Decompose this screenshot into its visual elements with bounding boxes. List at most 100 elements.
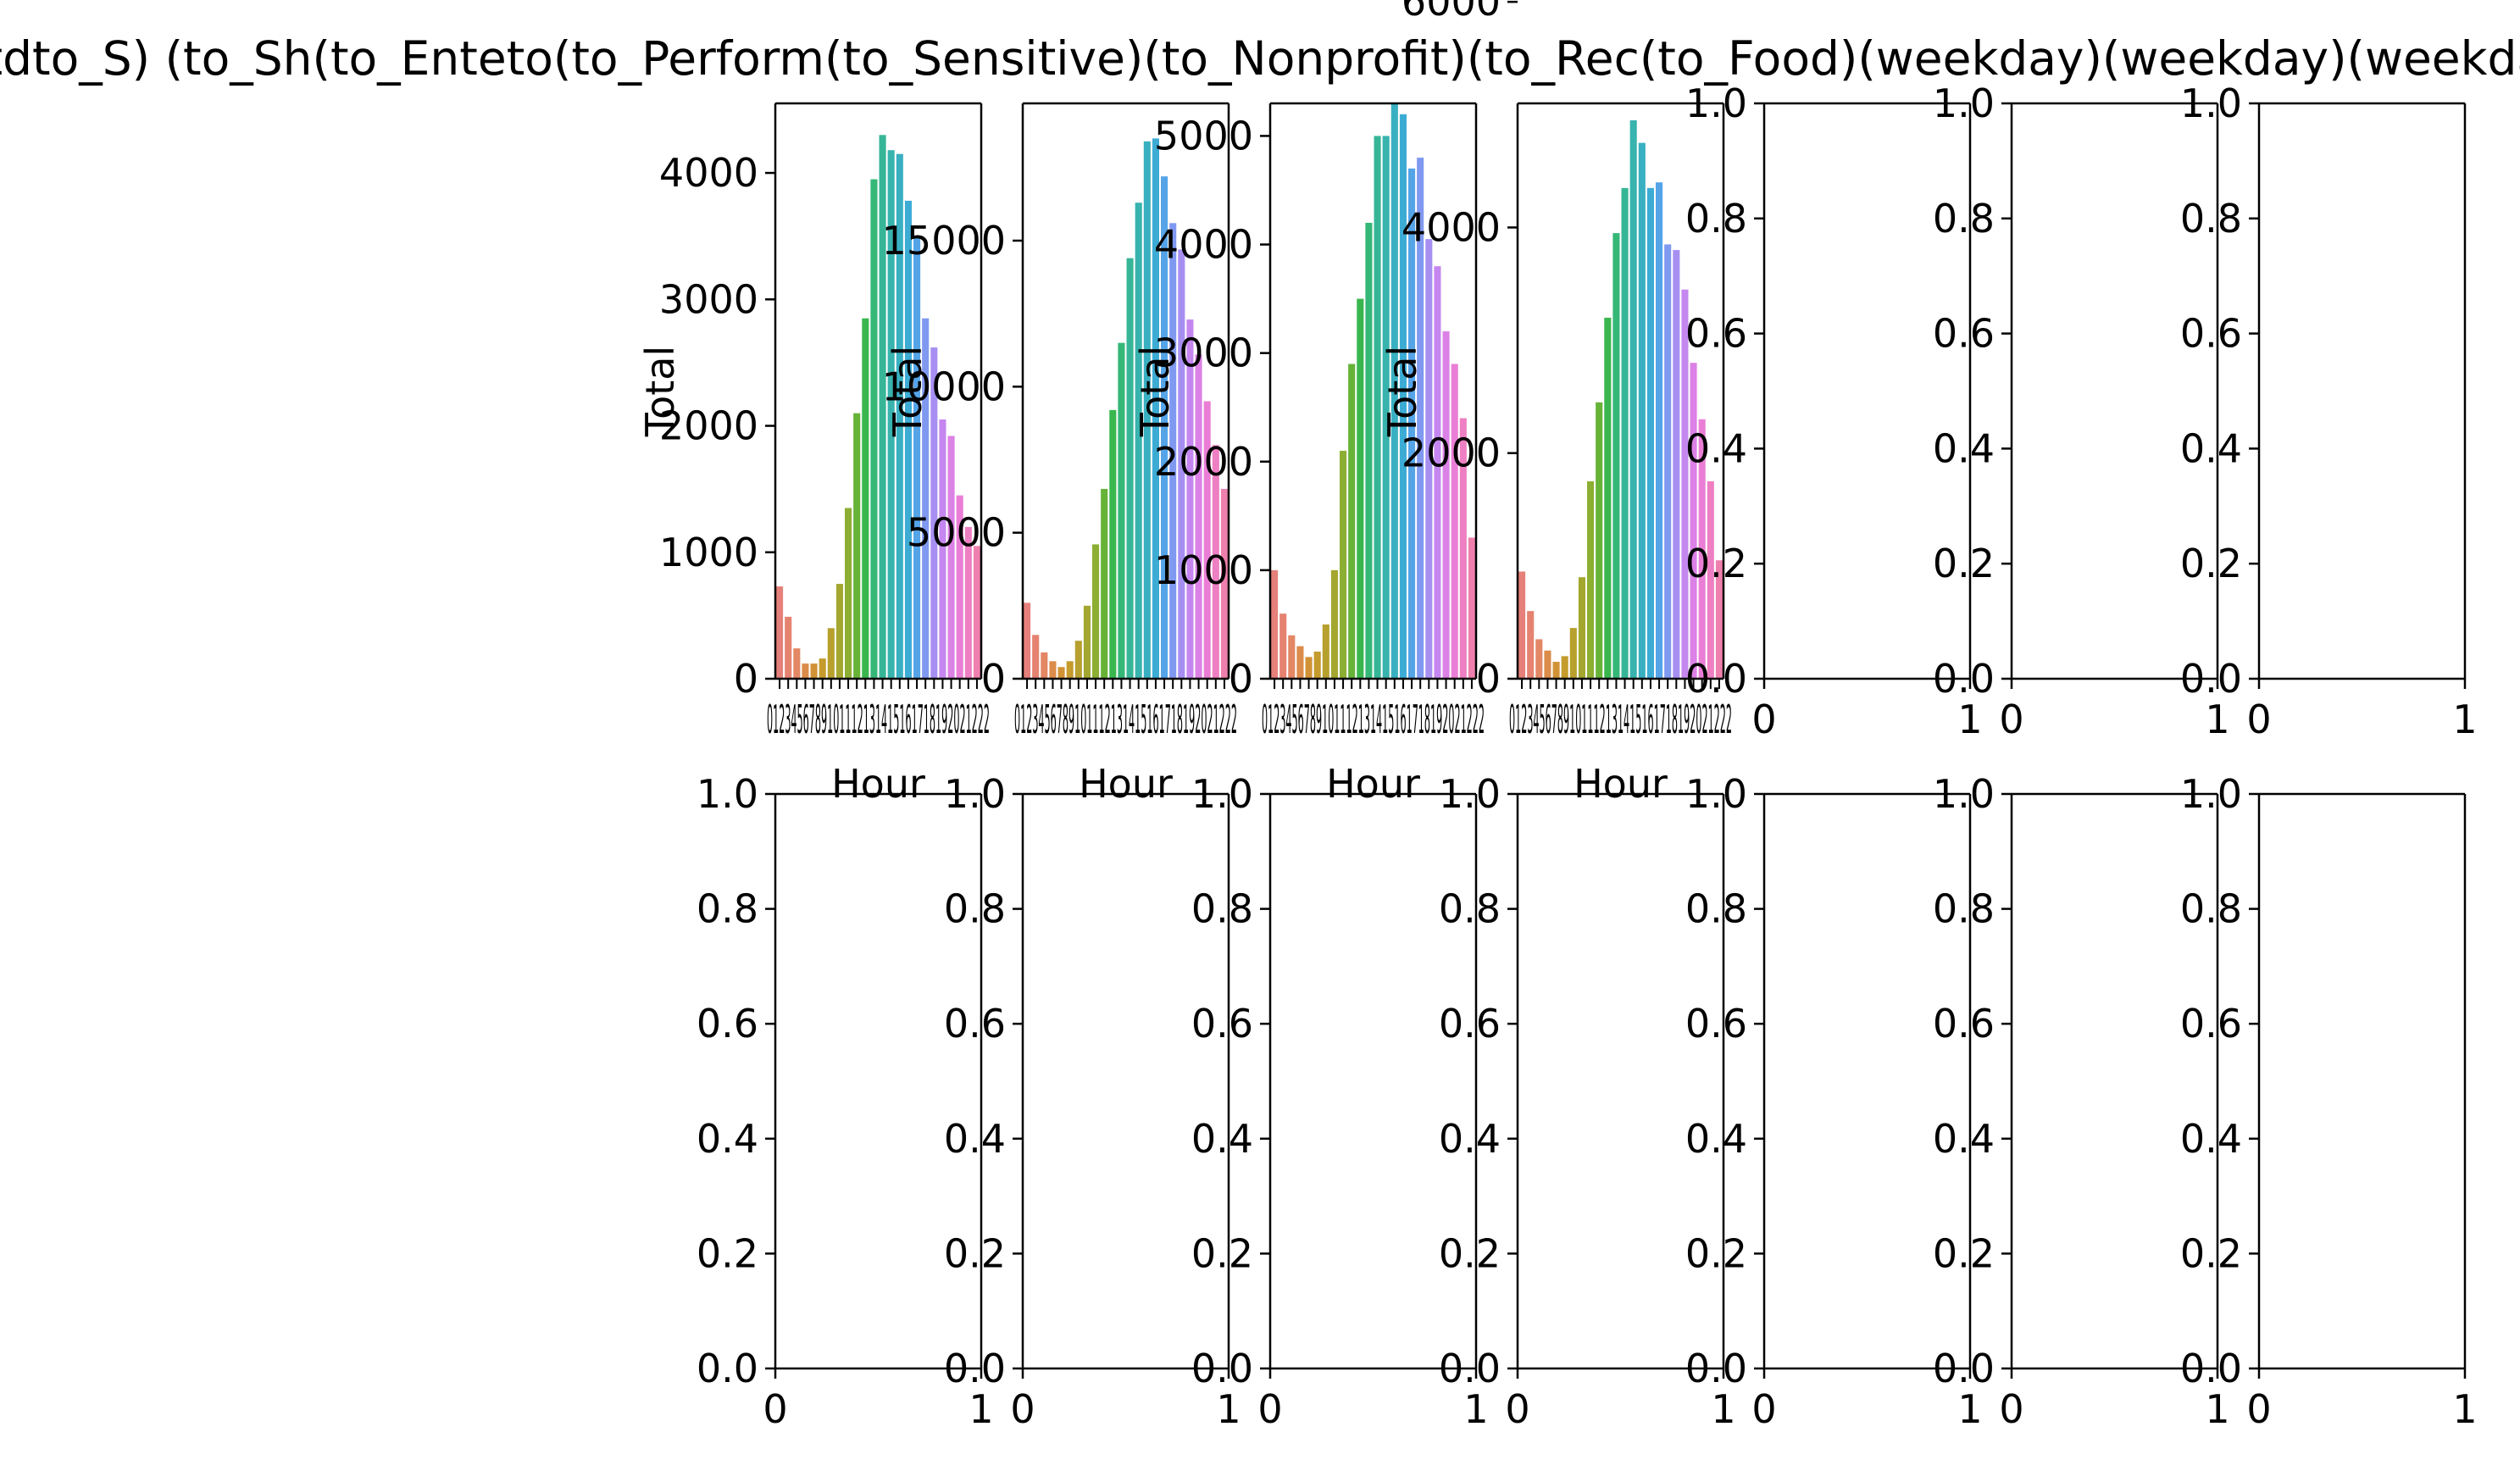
bar-13 — [1629, 119, 1637, 679]
y-tick-label: 3000 — [659, 276, 758, 322]
bar-19 — [1681, 289, 1689, 679]
y-tick-label: 0.0 — [944, 1346, 1006, 1391]
bar-0 — [1518, 571, 1526, 679]
x-tick-label: 1 — [1957, 697, 1982, 742]
y-tick-label: 0.4 — [1933, 425, 1995, 471]
bar-11 — [1365, 222, 1373, 679]
y-tick-label: 0.0 — [1439, 1346, 1501, 1391]
y-tick-label: 6000 — [1402, 0, 1501, 25]
bar-5 — [1066, 661, 1074, 679]
y-tick-label: 0.0 — [1933, 656, 1995, 702]
bar-2 — [1535, 639, 1543, 679]
y-tick-label: 0.2 — [1439, 1230, 1501, 1276]
bar-2 — [1041, 652, 1048, 679]
bar-13 — [887, 150, 895, 679]
bar-7 — [1083, 605, 1091, 679]
bar-15 — [1152, 138, 1159, 679]
bar-16 — [913, 236, 921, 679]
bar-3 — [1544, 650, 1551, 679]
bar-14 — [1638, 142, 1646, 680]
y-tick-label: 1.0 — [1191, 771, 1253, 817]
y-tick-label: 0 — [1229, 656, 1253, 702]
bar-18 — [1178, 249, 1185, 679]
y-tick-label: 1000 — [659, 530, 758, 575]
empty-panel-r2-c6: 0.00.20.40.60.81.00 1 — [1933, 771, 2230, 1432]
x-tick-label: 1 — [1957, 1386, 1982, 1432]
bar-panel-3: 0 1000 2000 3000 4000 5000 0123456789101112131… — [1132, 102, 1485, 807]
bar-5 — [1313, 651, 1321, 679]
bar-23 — [1468, 537, 1475, 679]
y-tick-label: 0.6 — [944, 1001, 1006, 1046]
bar-22 — [1707, 481, 1714, 679]
bar-4 — [1552, 662, 1560, 679]
bar-14 — [896, 153, 903, 679]
y-tick-label: 0.2 — [2180, 541, 2242, 586]
bar-10 — [1357, 298, 1364, 679]
bar-9 — [1348, 364, 1356, 679]
y-tick-label: 0.0 — [1191, 1346, 1253, 1391]
x-tick-label: 1 — [2452, 1386, 2477, 1432]
x-tick-label: 1 — [2205, 697, 2229, 742]
y-tick-label: 0.4 — [1933, 1116, 1995, 1162]
y-tick-label: 2000 — [1154, 439, 1253, 485]
bar-5 — [819, 658, 826, 679]
y-tick-label: 1000 — [1154, 547, 1253, 593]
bar-6 — [1569, 628, 1577, 679]
bar-10 — [862, 318, 869, 679]
y-tick-label: 1.0 — [944, 771, 1006, 817]
empty-panel-r1-c6: 0.00.20.40.60.81.00 1 — [1933, 80, 2230, 742]
bar-panel-2: 0 5000 10000 15000 0123456789101112131415161… — [882, 102, 1237, 807]
bar-3 — [1049, 661, 1057, 679]
bar-8 — [1587, 481, 1595, 679]
y-tick-label: 0.0 — [1685, 656, 1747, 702]
bar-8 — [845, 508, 852, 679]
y-tick-label: 1.0 — [1933, 771, 1995, 817]
bar-17 — [1417, 158, 1424, 679]
bar-17 — [1169, 223, 1177, 680]
bar-11 — [870, 179, 878, 680]
y-tick-label: 0.2 — [1933, 1230, 1995, 1276]
x-tick-label: 1 — [969, 1386, 993, 1432]
y-tick-label: 0.8 — [697, 886, 758, 932]
x-tick-label: 0 — [1751, 697, 1776, 742]
y-tick-label: 0.2 — [697, 1230, 758, 1276]
x-tick-label: 0 — [1257, 1386, 1282, 1432]
bar-0 — [1271, 569, 1279, 679]
bar-12 — [1621, 187, 1629, 680]
x-tick-label: 0 — [1999, 697, 2023, 742]
bar-20 — [1195, 354, 1202, 679]
y-tick-label: 0.0 — [697, 1346, 758, 1391]
y-tick-label: 1.0 — [1685, 771, 1747, 817]
y-tick-label: 0.4 — [2180, 1116, 2242, 1162]
y-tick-label: 2000 — [1402, 430, 1501, 476]
bar-18 — [1673, 250, 1680, 679]
panels-layer: 0100020003000400001234567891011121314151… — [637, 0, 2478, 1432]
bar-9 — [853, 413, 861, 679]
x-tick-label: 1 — [1216, 1386, 1241, 1432]
y-tick-label: 1.0 — [2180, 771, 2242, 817]
y-tick-label: 3000 — [1154, 330, 1253, 376]
bar-10 — [1604, 317, 1612, 679]
bar-15 — [1646, 187, 1654, 680]
y-tick-label: 0 — [734, 656, 758, 702]
bar-panel-4: 0 2000 4000 6000 012345678910111213141516171… — [1379, 0, 1732, 807]
x-tick-labels: 0123456789101112131415161718192021222 — [1509, 697, 1732, 742]
y-tick-label: 0.6 — [697, 1001, 758, 1046]
x-tick-label: 0 — [1999, 1386, 2023, 1432]
y-tick-label: 0.2 — [944, 1230, 1006, 1276]
bar-19 — [939, 419, 946, 679]
bar-17 — [1664, 244, 1672, 679]
bar-11 — [1612, 233, 1620, 679]
bar-10 — [1109, 409, 1117, 679]
x-axis-label: Hour — [1079, 761, 1173, 807]
bar-22 — [1459, 418, 1467, 679]
bar-21 — [1698, 419, 1706, 679]
bar-6 — [1074, 641, 1082, 679]
empty-panel-r2-c7: 0.00.20.40.60.81.00 1 — [2180, 771, 2478, 1432]
y-tick-label: 0.2 — [1685, 541, 1747, 586]
y-tick-label: 0.8 — [944, 886, 1006, 932]
y-axis-label: Total — [1379, 346, 1425, 437]
bar-0 — [1024, 602, 1031, 679]
y-tick-label: 0.4 — [697, 1116, 758, 1162]
